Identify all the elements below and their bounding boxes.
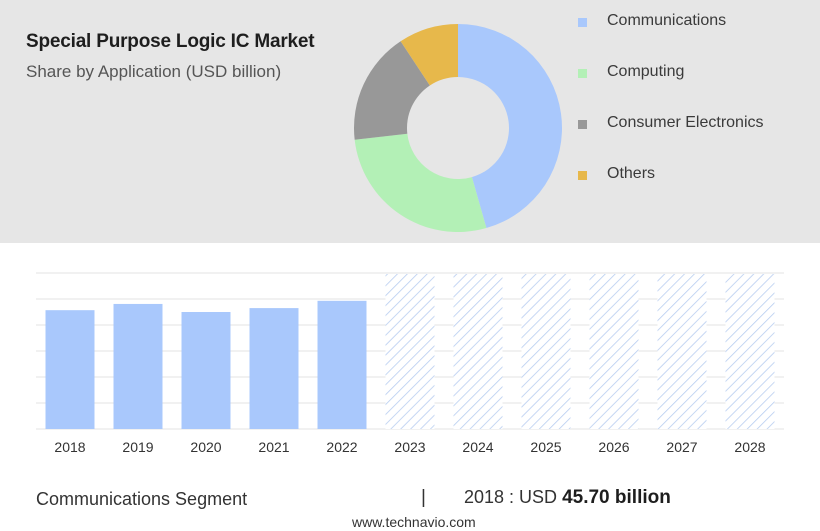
legend-swatch xyxy=(578,171,587,180)
x-tick-label: 2022 xyxy=(326,439,357,455)
x-tick-label: 2021 xyxy=(258,439,289,455)
x-tick-label: 2020 xyxy=(190,439,221,455)
forecast-bar-2025 xyxy=(521,274,571,429)
legend-label: Others xyxy=(607,165,656,182)
x-tick-label: 2024 xyxy=(462,439,493,455)
chart-title: Special Purpose Logic IC Market xyxy=(26,31,315,52)
x-tick-label: 2018 xyxy=(54,439,85,455)
footer-value: 45.70 billion xyxy=(562,487,671,508)
footer-segment-label: Communications Segment xyxy=(36,489,248,509)
footer-value-line: 2018 : USD 45.70 billion xyxy=(464,487,671,509)
chart-header-panel: Special Purpose Logic IC Market Share by… xyxy=(0,0,820,243)
footer-year-prefix: 2018 : USD xyxy=(464,487,558,507)
legend-swatch xyxy=(578,69,587,78)
footer-separator: | xyxy=(421,487,426,508)
legend-label: Communications xyxy=(607,12,727,29)
legend-label: Consumer Electronics xyxy=(607,114,764,131)
donut-slice-others xyxy=(400,24,458,86)
x-tick-label: 2027 xyxy=(666,439,697,455)
forecast-bar-2024 xyxy=(453,274,503,429)
forecast-bar-2028 xyxy=(725,274,775,429)
x-tick-label: 2023 xyxy=(394,439,425,455)
legend-swatch xyxy=(578,18,587,27)
source-link[interactable]: www.technavio.com xyxy=(352,514,476,530)
x-tick-label: 2025 xyxy=(530,439,561,455)
x-tick-label: 2028 xyxy=(734,439,765,455)
donut-chart xyxy=(354,24,563,232)
donut-slice-consumer-electronics xyxy=(354,41,430,140)
bar-2020 xyxy=(181,312,231,429)
donut-slice-communications xyxy=(458,24,563,229)
x-tick-label: 2019 xyxy=(122,439,153,455)
bar-2021 xyxy=(249,308,299,429)
chart-subtitle: Share by Application (USD billion) xyxy=(26,62,282,81)
bar-2018 xyxy=(45,310,95,429)
bar-2019 xyxy=(113,303,163,429)
bar-chart: 2018 2019 2020 2021 2022 2023 2024 2025 2026 2027… xyxy=(36,272,784,455)
bar-2022 xyxy=(317,300,367,429)
legend-swatch xyxy=(578,120,587,129)
legend-label: Computing xyxy=(607,63,685,80)
x-tick-label: 2026 xyxy=(598,439,629,455)
donut-slice-computing xyxy=(354,133,487,232)
forecast-bar-2023 xyxy=(385,274,435,429)
forecast-bar-2026 xyxy=(589,274,639,429)
forecast-bar-2027 xyxy=(657,274,707,429)
